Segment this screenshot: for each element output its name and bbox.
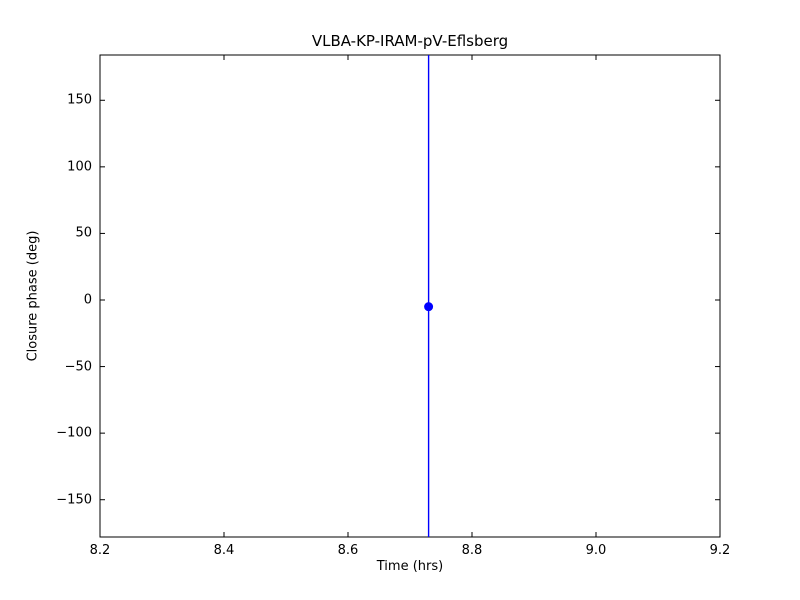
y-tick-label: 150 bbox=[67, 92, 92, 108]
y-tick-label: 50 bbox=[75, 225, 92, 241]
x-tick-label: 8.4 bbox=[213, 543, 235, 558]
x-tick-label: 9.2 bbox=[709, 543, 731, 558]
y-tick-label: −150 bbox=[56, 492, 92, 508]
x-tick-label: 8.2 bbox=[89, 543, 111, 558]
y-tick-label: 100 bbox=[67, 159, 92, 175]
y-tick-label: −100 bbox=[56, 425, 92, 441]
x-tick-label: 9.0 bbox=[585, 543, 607, 558]
plot-title: VLBA-KP-IRAM-pV-Eflsberg bbox=[311, 32, 509, 50]
x-tick-label: 8.8 bbox=[461, 543, 483, 558]
y-axis-label: Closure phase (deg) bbox=[25, 230, 41, 362]
x-tick-label: 8.6 bbox=[337, 543, 359, 558]
y-tick-label: −50 bbox=[64, 359, 92, 375]
data-point-marker bbox=[424, 302, 434, 312]
plot-frame bbox=[99, 54, 721, 538]
x-axis-label: Time (hrs) bbox=[376, 559, 444, 574]
y-tick-label: 0 bbox=[83, 292, 92, 308]
